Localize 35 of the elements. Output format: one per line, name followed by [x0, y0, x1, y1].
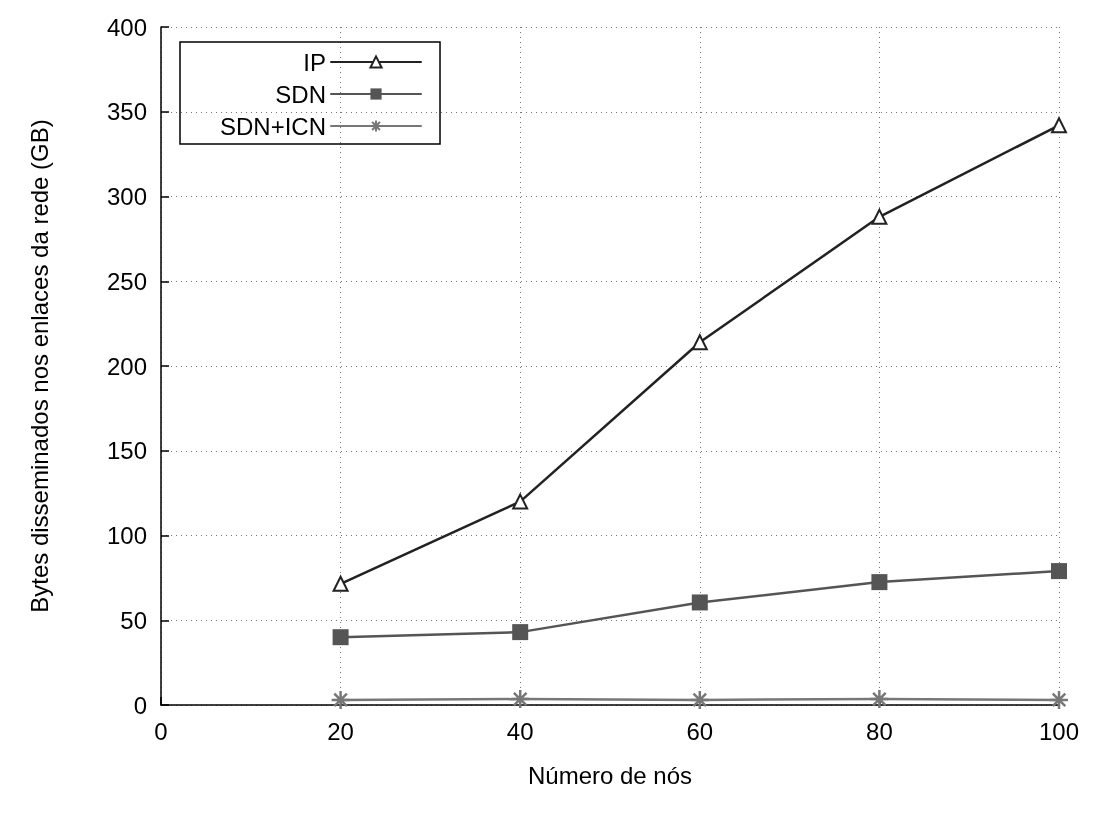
legend-label: SDN+ICN [219, 112, 327, 140]
point [330, 689, 351, 711]
x-axis-title: Número de nós [527, 761, 693, 789]
y-tick-label: 350 [106, 98, 147, 126]
point [509, 688, 531, 710]
point [332, 575, 349, 592]
point [1048, 689, 1070, 711]
y-tick-label: 0 [133, 691, 147, 719]
y-axis-title: Bytes disseminados nos enlaces da rede (GB) [25, 119, 53, 613]
point [512, 493, 529, 510]
point [689, 689, 711, 711]
point [691, 334, 708, 351]
y-tick-label: 400 [106, 13, 147, 41]
point [1051, 117, 1067, 134]
legend-label: IP [303, 48, 327, 76]
legend-label: SDN [275, 80, 327, 108]
x-tick-label: 100 [1038, 717, 1080, 745]
point [512, 624, 529, 641]
x-tick-label: 60 [686, 717, 714, 745]
point [1051, 563, 1067, 580]
point [691, 594, 708, 611]
x-tick-label: 0 [154, 717, 168, 745]
y-tick-label: 100 [106, 522, 147, 549]
y-tick-label: 150 [106, 437, 147, 465]
y-tick-label: 300 [106, 183, 147, 210]
y-tick-label: 250 [106, 267, 147, 295]
x-tick-label: 20 [327, 717, 354, 745]
x-tick-label: 40 [506, 717, 534, 745]
y-tick-label: 50 [120, 606, 147, 634]
point [332, 629, 349, 646]
point [871, 574, 888, 591]
point [871, 208, 888, 225]
x-tick-label: 80 [866, 717, 893, 745]
y-tick-label: 200 [106, 352, 147, 380]
point [869, 688, 890, 710]
